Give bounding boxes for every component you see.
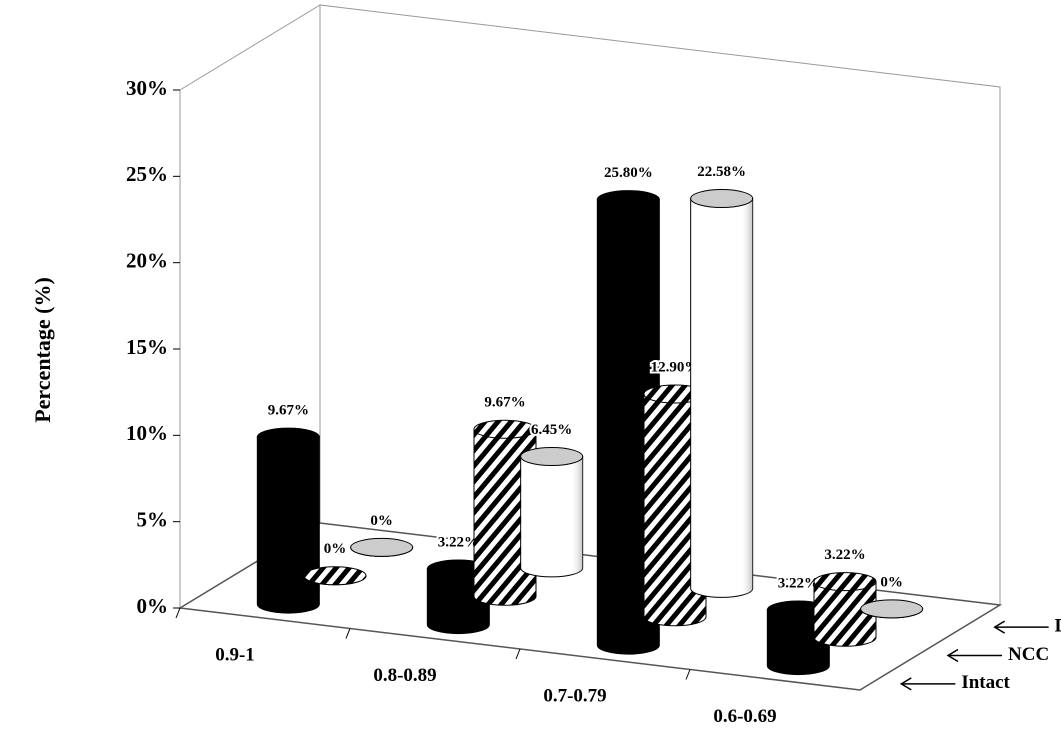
legend-label: NCC xyxy=(1008,644,1049,665)
legend-label: Intact xyxy=(961,672,1010,693)
cylinder-top xyxy=(860,599,924,619)
value-label: 9.67% xyxy=(268,403,309,419)
x-tick xyxy=(685,669,691,680)
legend-arrowhead xyxy=(993,620,1006,634)
y-tick-label: 30% xyxy=(126,76,168,100)
cylinder-shade xyxy=(690,198,753,598)
y-tick-label: 25% xyxy=(126,162,168,186)
cylinder-top xyxy=(813,572,877,592)
y-tick-label: 20% xyxy=(126,248,168,272)
value-label: 25.80% xyxy=(604,165,653,181)
cylinder-top xyxy=(596,190,660,210)
cylinder-top xyxy=(303,566,367,586)
legend-arrowhead xyxy=(946,648,959,663)
x-tick xyxy=(175,607,181,619)
legend-arrowhead xyxy=(899,677,912,691)
x-tick xyxy=(515,648,521,660)
cylinder-top xyxy=(473,419,537,439)
value-label: 6.45% xyxy=(531,422,572,438)
value-label: 22.58% xyxy=(697,164,746,180)
y-tick-label: 15% xyxy=(126,335,168,359)
cylinder-top xyxy=(690,189,754,209)
value-label: 0% xyxy=(880,574,903,590)
y-tick-label: 10% xyxy=(126,421,168,445)
y-tick-label: 5% xyxy=(137,507,169,531)
value-label: 9.67% xyxy=(484,395,525,411)
value-label: 0% xyxy=(324,541,347,557)
cylinder-top xyxy=(256,427,320,447)
value-label: 12.90% xyxy=(651,359,700,375)
x-tick-label: 0.7-0.79 xyxy=(543,686,606,707)
x-tick-label: 0.6-0.69 xyxy=(713,706,776,727)
y-tick-label: 0% xyxy=(137,594,169,618)
value-label: 3.22% xyxy=(824,547,865,563)
value-label: 0% xyxy=(370,513,393,529)
value-label: 3.22% xyxy=(778,575,819,591)
cylinder-shade xyxy=(520,456,583,577)
x-tick-label: 0.8-0.89 xyxy=(373,665,436,686)
value-label: 3.22% xyxy=(438,534,479,550)
cylinder-top xyxy=(350,537,414,557)
legend-label: DHPC xyxy=(1055,616,1061,637)
cylinder-body xyxy=(813,581,877,647)
cylinder-top xyxy=(520,447,584,467)
x-tick xyxy=(345,628,351,639)
cylinder-body xyxy=(256,436,320,614)
y-axis-title: Percentage (%) xyxy=(30,277,55,423)
x-tick-label: 0.9-1 xyxy=(215,645,255,666)
